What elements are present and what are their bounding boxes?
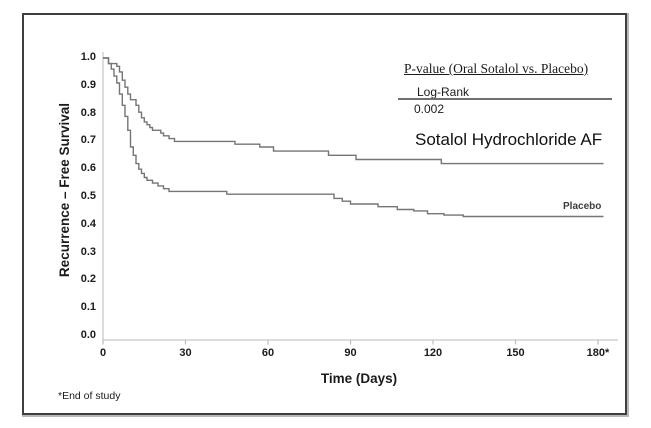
x-tick-label: 120 bbox=[423, 347, 443, 359]
x-tick-label: 0 bbox=[99, 347, 107, 359]
y-tick-label: 0.3 bbox=[80, 245, 96, 258]
y-tick-label: 0.8 bbox=[80, 106, 96, 119]
x-tick-label: 150 bbox=[506, 347, 525, 359]
y-tick-label: 1.0 bbox=[80, 51, 96, 63]
sotalol-curve-label: Sotalol Hydrochloride AF bbox=[415, 130, 603, 149]
y-tick-label: 0.9 bbox=[80, 78, 96, 91]
y-tick-label: 0.4 bbox=[80, 217, 96, 230]
footnote-end-of-study: *End of study bbox=[58, 390, 121, 402]
pvalue-value: 0.002 bbox=[414, 102, 445, 116]
y-tick-label: 0.0 bbox=[80, 329, 96, 341]
x-tick-label: 90 bbox=[344, 347, 357, 359]
logrank-rule-divider bbox=[398, 98, 612, 100]
pvalue-heading: P-value (Oral Sotalol vs. Placebo) bbox=[404, 61, 589, 76]
x-tick-label: 30 bbox=[179, 347, 192, 359]
y-tick-label: 0.5 bbox=[80, 190, 96, 202]
y-tick-label: 0.6 bbox=[80, 162, 96, 175]
logrank-label: Log-Rank bbox=[417, 85, 470, 99]
y-tick-label: 0.2 bbox=[80, 273, 96, 286]
placebo-curve-label: Placebo bbox=[563, 201, 602, 212]
y-tick-label: 0.7 bbox=[80, 134, 96, 147]
x-tick-label: 180* bbox=[586, 347, 610, 359]
y-tick-label: 0.1 bbox=[80, 301, 96, 314]
x-tick-label: 60 bbox=[261, 347, 275, 359]
x-axis-title: Time (Days) bbox=[320, 371, 398, 386]
